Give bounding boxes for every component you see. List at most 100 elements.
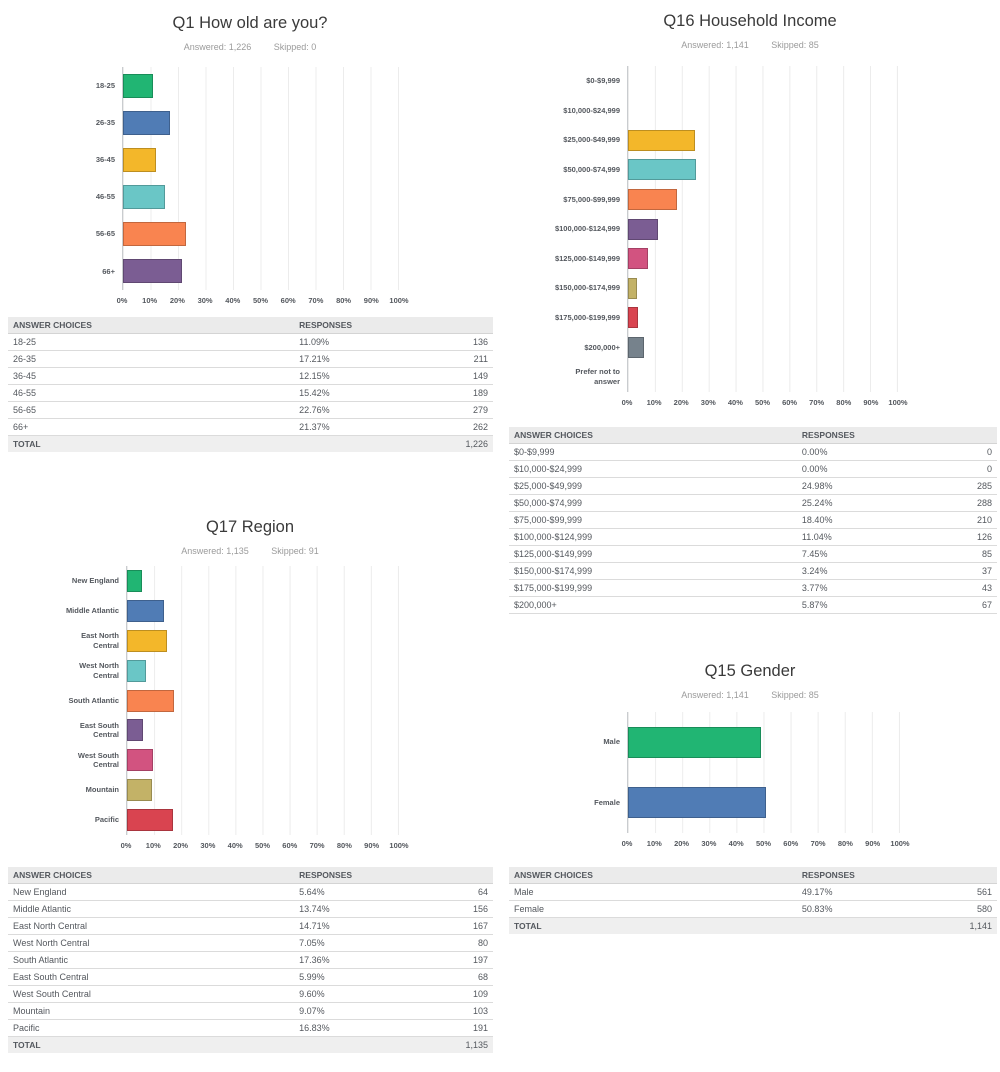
q1-results-table: ANSWER CHOICES RESPONSES 18-25 11.09% 136 … — [8, 317, 493, 452]
axis-tick-label: 100% — [888, 398, 908, 407]
axis-tick-label: 0% — [621, 839, 633, 848]
total-row: TOTAL 1,226 — [8, 435, 493, 452]
answer-cell: Mountain — [8, 1002, 295, 1020]
bar-row — [123, 104, 398, 141]
answer-cell: South Atlantic — [8, 951, 295, 969]
total-row: TOTAL 1,141 — [509, 917, 997, 934]
table-row: East North Central 14.71% 167 — [8, 917, 493, 935]
q15-bar-chart: Male Female — [550, 712, 900, 833]
bar — [123, 110, 171, 135]
q16-subtitle: Answered: 1,141 Skipped: 85 — [500, 40, 1000, 50]
category-label: Pacific — [94, 815, 119, 825]
table-row: $100,000-$124,999 11.04% 126 — [509, 528, 997, 546]
plot-area — [627, 712, 900, 833]
axis-tick-label: 90% — [863, 398, 879, 407]
answer-cell: 66+ — [8, 418, 295, 436]
axis-tick-label: 10% — [646, 839, 662, 848]
count-cell: 210 — [923, 511, 997, 529]
category-label: East South Central — [79, 720, 119, 740]
total-label: TOTAL — [8, 1036, 295, 1053]
bar — [123, 222, 186, 247]
table-row: $50,000-$74,999 25.24% 288 — [509, 494, 997, 512]
q15-subtitle: Answered: 1,141 Skipped: 85 — [500, 690, 1000, 700]
table-header-row: ANSWER CHOICES RESPONSES — [8, 317, 493, 334]
bar-row — [123, 141, 398, 178]
q1-subtitle: Answered: 1,226 Skipped: 0 — [0, 42, 500, 52]
answer-cell: 46-55 — [8, 384, 295, 402]
bars — [628, 712, 899, 833]
count-cell: 189 — [420, 384, 493, 402]
q1-title: Q1 How old are you? — [172, 14, 328, 32]
x-axis: 0% 10% 20% 30% 40% 50% 60% 70% 80% 90% 1… — [622, 396, 908, 408]
axis-tick-label: 30% — [701, 839, 717, 848]
answer-cell: $175,000-$199,999 — [509, 579, 797, 597]
answer-cell: $50,000-$74,999 — [509, 494, 797, 512]
answer-cell: $150,000-$174,999 — [509, 562, 797, 580]
answer-cell: Pacific — [8, 1019, 295, 1037]
table-row: East South Central 5.99% 68 — [8, 968, 493, 986]
bar-row — [127, 626, 398, 656]
table-row: $0-$9,999 0.00% 0 — [509, 443, 997, 461]
percent-cell: 22.76% — [294, 401, 421, 419]
table-header-answer-choices: ANSWER CHOICES — [509, 427, 797, 444]
percent-cell: 24.98% — [796, 477, 924, 495]
table-header-row: ANSWER CHOICES RESPONSES — [509, 427, 997, 444]
q15-results-table: ANSWER CHOICES RESPONSES Male 49.17% 561 F… — [509, 867, 997, 934]
answer-cell: $25,000-$49,999 — [509, 477, 797, 495]
percent-cell: 21.37% — [294, 418, 421, 436]
category-label: $0-$9,999 — [586, 75, 620, 85]
bar — [127, 569, 143, 592]
percent-cell: 17.21% — [294, 350, 421, 368]
category-label: 56-65 — [95, 229, 115, 239]
axis-tick-label: 60% — [282, 841, 298, 850]
axis-tick-label: 0% — [621, 398, 633, 407]
bar-row — [127, 745, 398, 775]
bar-row — [628, 66, 897, 96]
category-label: East North Central — [81, 630, 119, 650]
answer-cell: 36-45 — [8, 367, 295, 385]
category-label: $100,000-$124,999 — [554, 224, 620, 234]
category-label: $175,000-$199,999 — [554, 313, 620, 323]
bar-row — [123, 67, 398, 104]
bar-row — [127, 596, 398, 626]
answered-label: Answered: 1,135 — [181, 546, 249, 556]
percent-cell: 7.05% — [294, 934, 421, 952]
axis-tick-label: 100% — [890, 839, 910, 848]
q15-title: Q15 Gender — [704, 662, 796, 680]
category-label: New England — [71, 576, 119, 586]
category-labels: 18-25 26-35 36-45 46-55 56-65 66+ — [0, 67, 122, 290]
axis-tick-label: 70% — [809, 398, 825, 407]
bar — [628, 307, 639, 329]
percent-cell: 9.60% — [294, 985, 421, 1003]
bar — [123, 73, 154, 98]
answered-label: Answered: 1,141 — [681, 40, 749, 50]
category-label: $50,000-$74,999 — [563, 164, 620, 174]
count-cell: 103 — [420, 1002, 493, 1020]
bar-row — [628, 214, 897, 244]
bar-row — [123, 179, 398, 216]
bar-row — [628, 155, 897, 185]
category-label: Female — [594, 797, 620, 807]
table-row: $150,000-$174,999 3.24% 37 — [509, 562, 997, 580]
category-label: 26-35 — [95, 117, 115, 127]
count-cell: 561 — [923, 883, 997, 901]
answer-cell: $75,000-$99,999 — [509, 511, 797, 529]
q16-bar-chart: $0-$9,999 $10,000-$24,999 $25,000-$49,99… — [550, 66, 898, 392]
axis-tick-label: 50% — [252, 296, 269, 305]
category-label: $10,000-$24,999 — [563, 105, 620, 115]
answer-cell: $200,000+ — [509, 596, 797, 614]
table-row: $125,000-$149,999 7.45% 85 — [509, 545, 997, 563]
axis-tick-label: 30% — [197, 296, 213, 305]
count-cell: 85 — [923, 545, 997, 563]
bar-row — [628, 303, 897, 333]
bar — [628, 248, 649, 270]
bar — [123, 147, 157, 172]
percent-cell: 5.64% — [294, 883, 421, 901]
bar-row — [628, 273, 897, 303]
total-value: 1,135 — [420, 1036, 493, 1053]
table-row: $200,000+ 5.87% 67 — [509, 596, 997, 614]
table-row: 36-45 12.15% 149 — [8, 367, 493, 385]
category-label: $150,000-$174,999 — [554, 283, 620, 293]
x-axis: 0% 10% 20% 30% 40% 50% 60% 70% 80% 90% 1… — [117, 294, 409, 306]
category-label: 46-55 — [95, 192, 115, 202]
